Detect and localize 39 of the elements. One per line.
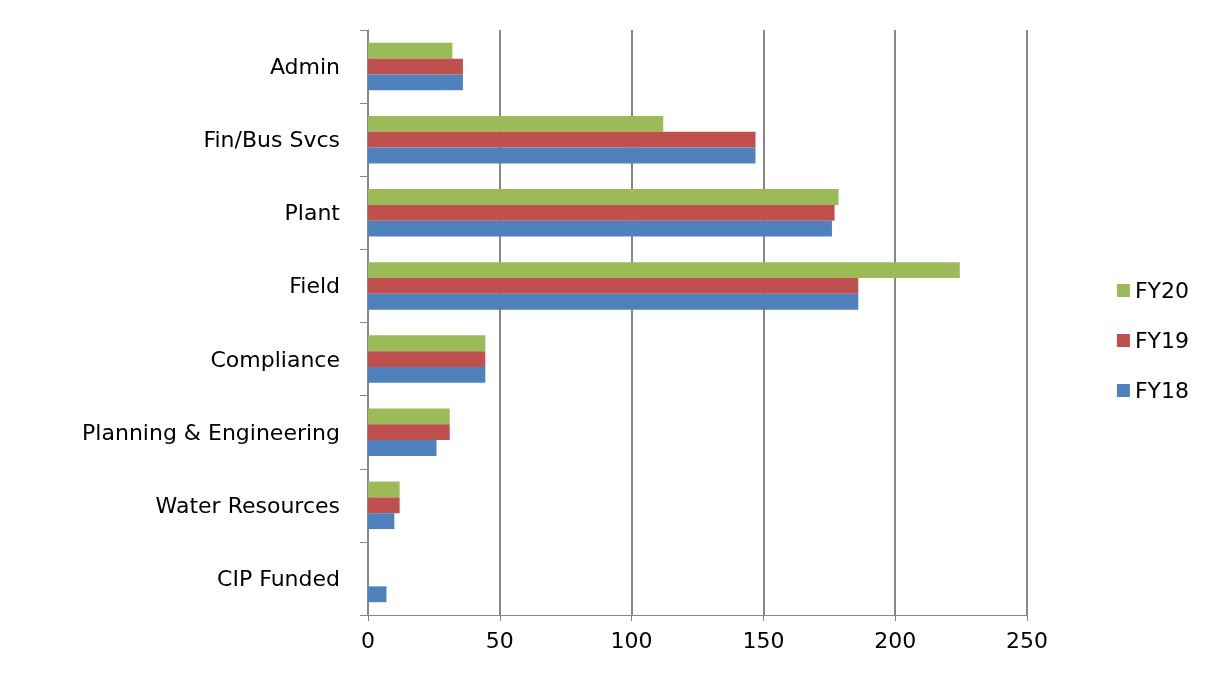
y-tick-label: Fin/Bus Svcs xyxy=(203,127,340,153)
bar xyxy=(368,58,463,75)
bar xyxy=(368,293,859,310)
bar xyxy=(368,497,400,514)
bar xyxy=(368,335,486,352)
bar xyxy=(368,586,387,603)
bar xyxy=(368,204,835,221)
bar xyxy=(368,74,463,91)
bar xyxy=(368,262,960,279)
x-tick-label: 250 xyxy=(1006,627,1048,653)
bar xyxy=(368,278,859,294)
y-tick-label: Admin xyxy=(269,54,340,80)
legend-label: FY19 xyxy=(1134,328,1190,353)
bar xyxy=(368,220,832,237)
y-tick-label: Plant xyxy=(284,200,341,226)
bar xyxy=(368,115,664,132)
y-tick-label: Field xyxy=(289,273,340,299)
bar xyxy=(368,424,450,441)
y-tick-label: Compliance xyxy=(210,346,340,372)
bar xyxy=(368,189,839,205)
bar xyxy=(368,351,486,367)
bar xyxy=(368,408,450,425)
x-tick-label: 0 xyxy=(361,627,375,653)
y-tick-label: Planning & Engineering xyxy=(82,419,340,445)
bar xyxy=(368,147,756,164)
y-tick-label: Water Resources xyxy=(155,492,340,518)
bar xyxy=(368,481,400,498)
bar xyxy=(368,440,437,456)
x-tick-label: 100 xyxy=(610,627,653,653)
legend-label: FY18 xyxy=(1134,378,1190,403)
bar xyxy=(368,366,486,383)
legend-label: FY20 xyxy=(1134,278,1190,303)
bar xyxy=(368,513,395,530)
x-tick-label: 150 xyxy=(742,627,785,653)
x-tick-label: 50 xyxy=(485,627,514,653)
bar xyxy=(368,131,756,148)
bar xyxy=(368,42,453,59)
y-tick-label: CIP Funded xyxy=(217,565,340,591)
x-tick-label: 200 xyxy=(874,627,917,653)
